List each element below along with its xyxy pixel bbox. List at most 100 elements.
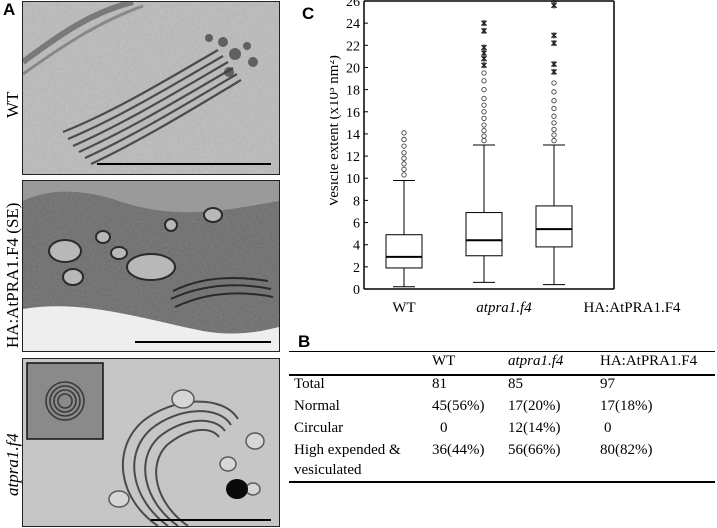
y-tick-label: 26: [346, 0, 360, 10]
table-header-wt: WT: [432, 353, 456, 369]
row-label-high-expended: High expended &: [294, 442, 401, 458]
y-tick-label: 22: [346, 39, 360, 54]
outlier-star: [481, 62, 487, 69]
micrograph-ha-atpra1f4: [22, 180, 280, 352]
outlier-circle: [481, 109, 487, 115]
micrograph-label-atpra1f4: atpra1.f4: [3, 433, 22, 496]
cell-total-atpra1f4: 85: [508, 376, 523, 392]
row-label-vesiculated: vesiculated: [294, 462, 362, 478]
micrograph-atpra1f4-image: [23, 359, 279, 526]
outlier-circle: [551, 105, 557, 112]
outlier-star: [551, 2, 557, 9]
y-tick-label: 2: [353, 261, 360, 276]
cell-circular-ha: 0: [604, 420, 612, 436]
outlier-circle: [481, 115, 487, 122]
outlier-circle: [481, 133, 487, 139]
x-category-label: WT: [392, 300, 415, 316]
cell-circular-wt: 0: [440, 420, 448, 436]
row-label-total: Total: [294, 376, 325, 392]
cell-high-wt: 36(44%): [432, 442, 485, 458]
outlier-star: [481, 20, 487, 27]
scale-bar-wt: [97, 163, 271, 165]
row-label-normal: Normal: [294, 398, 340, 414]
x-category-label: atpra1.f4: [476, 300, 532, 316]
cell-high-atpra1f4: 56(66%): [508, 442, 561, 458]
outlier-circle: [481, 95, 487, 102]
micrograph-ha-image: [23, 181, 279, 351]
y-tick-label: 24: [346, 17, 360, 32]
outlier-circle: [551, 126, 557, 133]
outlier-circle: [401, 155, 407, 161]
outlier-star: [551, 61, 557, 68]
cell-circular-atpra1f4: 12(14%): [508, 420, 561, 436]
y-tick-label: 8: [353, 194, 360, 209]
box: [465, 212, 503, 257]
cell-normal-ha: 17(18%): [600, 398, 653, 414]
scale-bar-atpra1f4: [151, 519, 271, 521]
outlier-circle: [481, 102, 487, 108]
table-top-rule: [289, 351, 715, 352]
box: [535, 205, 573, 248]
y-tick-label: 18: [346, 84, 360, 99]
outlier-star: [551, 40, 557, 47]
box: [385, 234, 423, 269]
cell-normal-wt: 45(56%): [432, 398, 485, 414]
micrograph-wt-image: [23, 2, 279, 174]
outlier-circle: [401, 130, 407, 136]
outlier-circle: [481, 78, 487, 84]
outlier-circle: [551, 132, 557, 138]
y-axis-label: Vesicle extent (x10³ nm²): [330, 55, 342, 207]
outlier-circle: [401, 166, 407, 173]
outlier-circle: [481, 70, 487, 76]
outlier-star: [481, 44, 487, 51]
outlier-circle: [551, 89, 557, 95]
y-tick-label: 10: [346, 172, 360, 187]
cell-normal-atpra1f4: 17(20%): [508, 398, 561, 414]
y-tick-label: 14: [346, 128, 360, 143]
y-tick-label: 6: [353, 217, 360, 232]
outlier-circle: [481, 137, 487, 144]
micrograph-atpra1f4: [22, 358, 280, 527]
y-tick-label: 4: [353, 239, 360, 254]
cell-high-ha: 80(82%): [600, 442, 653, 458]
row-label-circular: Circular: [294, 420, 344, 436]
panel-b-letter: B: [298, 332, 311, 351]
y-tick-label: 0: [353, 283, 360, 298]
outlier-circle: [551, 80, 557, 86]
outlier-circle: [401, 172, 407, 178]
table-header-ha: HA:AtPRA1.F4: [600, 353, 698, 369]
table-bottom-rule: [289, 481, 715, 483]
outlier-circle: [401, 136, 407, 143]
table-header-rule: [289, 374, 715, 376]
outlier-star: [481, 50, 487, 57]
outlier-circle: [551, 113, 557, 119]
y-tick-label: 16: [346, 106, 360, 121]
x-category-label: HA:AtPRA1.F4: [583, 300, 681, 316]
cell-total-wt: 81: [432, 376, 447, 392]
table-header-atpra1f4: atpra1.f4: [508, 353, 564, 369]
outlier-star: [481, 27, 487, 34]
scale-bar-ha: [135, 341, 271, 343]
outlier-circle: [401, 143, 407, 149]
outlier-circle: [481, 86, 487, 93]
outlier-circle: [551, 137, 557, 144]
outlier-circle: [401, 150, 407, 156]
outlier-circle: [551, 98, 557, 104]
y-tick-label: 12: [346, 150, 360, 165]
panel-a-letter: A: [3, 0, 16, 19]
outlier-circle: [401, 161, 407, 167]
outlier-circle: [481, 127, 487, 134]
panel-c-letter: C: [302, 4, 315, 23]
outlier-circle: [481, 122, 487, 128]
micrograph-wt: [22, 1, 280, 175]
outlier-star: [551, 68, 557, 75]
micrograph-label-wt: WT: [3, 91, 22, 118]
outlier-star: [551, 32, 557, 39]
y-tick-label: 20: [346, 61, 360, 76]
outlier-circle: [551, 120, 557, 126]
outlier-star: [481, 55, 487, 62]
outlier-star: [551, 0, 557, 3]
cell-total-ha: 97: [600, 376, 615, 392]
micrograph-label-ha: HA:AtPRA1.F4 (SE): [3, 202, 22, 348]
